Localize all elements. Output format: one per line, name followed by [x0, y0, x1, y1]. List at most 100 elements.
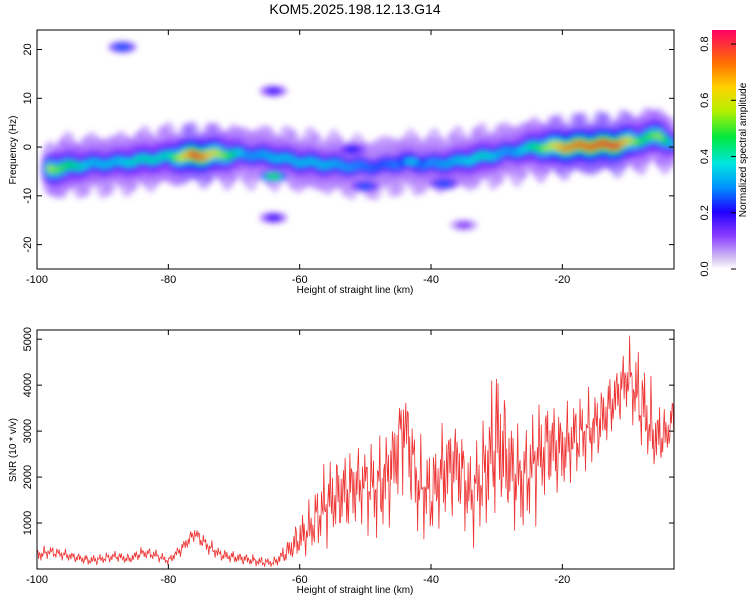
spectrogram-cell [123, 158, 131, 168]
snr-ticks: -100 -80 -60 -40 -20 1000 2000 3000 4000 5000 [22, 327, 674, 586]
y-tick-label: 4000 [22, 373, 34, 397]
colorbar-tick-label: 0.0 [699, 261, 711, 276]
colorbar-tick-label: 0.6 [699, 93, 711, 108]
spectrogram-cell [424, 158, 433, 168]
spectrogram-cell [276, 153, 285, 163]
spectrogram-cell [513, 147, 521, 157]
spectrogram-cell [566, 143, 575, 152]
spectrogram-cell [182, 150, 191, 160]
spectrogram-cell [631, 137, 640, 147]
snr-frame [36, 329, 675, 570]
spectrogram-cell [536, 144, 545, 154]
x-tick-label: -40 [423, 574, 439, 586]
spectrogram-y-axis-label: Frequency (Hz) [8, 116, 19, 185]
spectrogram-cell [158, 151, 167, 161]
spectrogram-cell [365, 163, 374, 173]
spectrogram-cell [524, 142, 533, 152]
spectrogram-cell [436, 159, 445, 169]
spectrogram-cell [193, 151, 202, 161]
y-tick-label: 0 [22, 144, 34, 150]
snr-panel: -100 -80 -60 -40 -20 1000 2000 3000 4000 5000 Hei… [8, 327, 675, 596]
spectrogram-cell [666, 138, 674, 148]
spectrogram-cell [453, 155, 462, 165]
y-tick-label: -10 [22, 188, 34, 204]
spectrogram-cell [170, 153, 179, 163]
colorbar-gradient [712, 30, 736, 269]
spectrogram-cell [649, 130, 657, 140]
spectrogram-cell [353, 160, 362, 170]
spectrogram-cell [329, 158, 338, 168]
y-tick-label: 3000 [22, 419, 34, 443]
colorbar-label: Normalized spectral amplitude [738, 82, 749, 217]
y-tick-label: 1000 [22, 511, 34, 535]
spectrogram-cell [507, 147, 516, 156]
spectrogram-cell [270, 154, 279, 164]
snr-y-axis-label: SNR (10 * v/v) [8, 418, 19, 482]
spectrogram-cell [388, 160, 397, 170]
spectrogram-cell [501, 146, 510, 156]
spectrogram-x-axis-label: Height of straight line (km) [297, 285, 414, 296]
spectrogram-cell [613, 141, 622, 150]
spectrogram-cell [595, 139, 604, 149]
spectrogram-frame [36, 29, 675, 270]
spectrogram-cell [572, 140, 581, 150]
spectrogram-cell [87, 157, 96, 167]
spectrogram-cell [63, 160, 72, 170]
spectrogram-patch-core [344, 146, 361, 153]
spectrogram-cell [584, 142, 592, 152]
spectrogram-cell [318, 160, 326, 170]
y-tick-label: 5000 [22, 327, 34, 351]
spectrogram-cell [625, 136, 634, 145]
y-tick-label: 10 [22, 92, 34, 104]
spectrogram-cell [146, 155, 155, 165]
heatmap-layer [40, 41, 674, 232]
spectrogram-cell [377, 160, 386, 170]
spectrogram-cell [560, 144, 569, 153]
spectrogram-cell [341, 162, 350, 172]
chart-title: KOM5.2025.198.12.13.G14 [269, 1, 440, 17]
x-tick-label: -100 [26, 274, 48, 286]
x-tick-label: -20 [554, 274, 570, 286]
spectrogram-cell [548, 141, 557, 150]
spectrogram-cell [253, 150, 261, 160]
spectrogram-patch-core [265, 87, 282, 95]
x-tick-label: -40 [423, 274, 439, 286]
spectrogram-cell [477, 150, 486, 160]
spectrogram-patch-core [455, 221, 472, 229]
colorbar-ticks: 0.0 0.2 0.4 0.6 0.8 [699, 36, 736, 277]
spectrogram-cell [46, 164, 55, 174]
colorbar-tick-label: 0.4 [699, 149, 711, 164]
spectrogram-patch-core [436, 180, 453, 188]
spectrogram-patch-core [114, 43, 131, 51]
snr-x-axis-label: Height of straight line (km) [297, 585, 414, 596]
spectrogram-cell [459, 156, 468, 166]
y-tick-label: 20 [22, 43, 34, 55]
spectrogram-cell [607, 141, 616, 151]
spectrogram-cell [223, 151, 232, 161]
x-tick-label: -60 [292, 574, 308, 586]
spectrogram-cell [282, 153, 291, 162]
spectrogram-cell [99, 160, 108, 170]
spectrogram-cell [637, 136, 646, 146]
spectrogram-cell [217, 150, 226, 160]
x-tick-label: -80 [160, 574, 176, 586]
colorbar: 0.0 0.2 0.4 0.6 0.8 Normalized spectral ampl… [699, 30, 749, 277]
x-tick-label: -60 [292, 274, 308, 286]
spectrogram-patch-core [403, 158, 420, 166]
spectrogram-cell [483, 151, 492, 161]
snr-series-line [37, 335, 674, 567]
spectrogram-patch-core [357, 182, 374, 190]
y-tick-label: -20 [22, 237, 34, 253]
colorbar-tick-label: 0.2 [699, 205, 711, 220]
spectrogram-cell [164, 150, 173, 160]
x-tick-label: -20 [554, 574, 570, 586]
spectrogram-cell [52, 165, 60, 175]
y-tick-label: 2000 [22, 465, 34, 489]
colorbar-tick-label: 0.8 [699, 36, 711, 51]
spectrogram-cell [134, 154, 143, 164]
spectrogram-cell [111, 156, 120, 166]
spectrogram-cell [654, 131, 663, 141]
